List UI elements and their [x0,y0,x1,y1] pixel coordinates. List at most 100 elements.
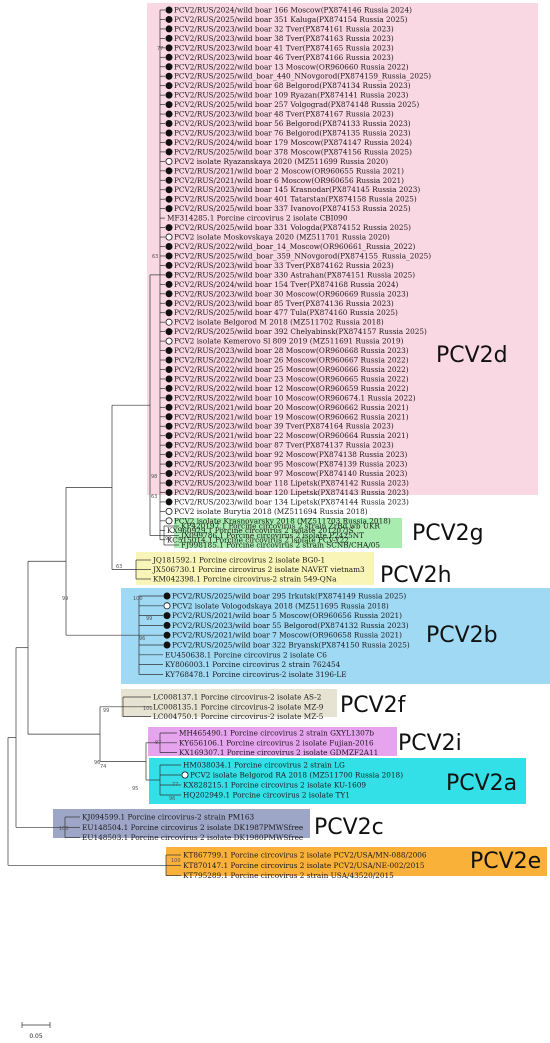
bootstrap-value: 100 [59,826,69,832]
leaf-label: PCV2/RUS/2023/wild boar 32 Tver(PX874161… [174,24,394,33]
wild-boar-sample-marker [165,148,173,156]
wild-boar-sample-marker [165,488,173,496]
leaf-label: KT795289.1 Porcine circovirus 2 strain U… [183,871,394,880]
leaf-label: PCV2 isolate Moskovskaya 2020 (MZ511701 … [174,233,390,242]
tree-branches [7,9,181,876]
wild-boar-sample-marker [165,441,173,449]
leaf-label: EU450638.1 Porcine circovirus 2 isolate … [165,650,327,659]
wild-boar-sample-marker [165,290,173,298]
reference-isolate-marker [181,771,189,779]
scale-bar: 0.05 [21,1022,51,1040]
bootstrap-value: 99 [103,708,109,714]
leaf-label: PCV2 isolate Belgorod RA 2018 (MZ511700 … [190,771,403,780]
leaf-label: PCV2/RUS/2025/wild boar 109 Ryazan(PX874… [174,91,408,100]
wild-boar-sample-marker [165,53,173,61]
leaf-label: PCV2/RUS/2022/wild boar 26 Moscow(OR9606… [174,356,409,365]
leaf-label: PCV2/RUS/2023/wild boar 56 Belgorod(PX87… [174,119,411,128]
leaf-label: KY768478.1 Porcine circovirus-2 isolate … [165,670,347,679]
leaf-label: PCV2/RUS/2023/wild boar 145 Krasnodar(PX… [174,185,420,194]
wild-boar-sample-marker [165,242,173,250]
bootstrap-value: 74 [100,764,106,770]
clade-labels: PCV2d PCV2g PCV2h PCV2b PCV2f PCV2i PCV2a PCV2c… [314,343,541,874]
leaf-label: PCV2/RUS/2023/wild boar 134 Lipetsk(PX87… [174,497,409,506]
bootstrap-value: 63 [116,564,122,570]
wild-boar-sample-marker [165,252,173,260]
clade-label-pcv2a: PCV2a [446,771,517,796]
clade-label-pcv2c: PCV2c [314,815,384,840]
leaf-label: PCV2/RUS/2023/wild boar 30 Moscow(OR9606… [174,289,409,298]
clade-pcv2b [121,588,550,684]
leaf-label: LC008137.1 Porcine circovirus-2 isolate … [153,693,321,702]
leaf-label: PCV2/RUS/2022/wild_boar_14_Moscow(OR9606… [174,242,415,251]
clade-pcv2a [149,758,526,804]
leaf-label: PCV2/RUS/2023/wild boar 97 Moscow(PX8741… [174,469,407,478]
wild-boar-sample-marker [165,261,173,269]
leaf-label: PCV2/RUS/2022/wild boar 23 Moscow(OR9606… [174,374,409,383]
scale-bar-label: 0.05 [29,1033,43,1040]
wild-boar-sample-marker [165,176,173,184]
wild-boar-sample-marker [165,479,173,487]
wild-boar-sample-marker [165,72,173,80]
clade-pcv2i [148,727,397,756]
clade-pcv2g [174,518,402,548]
bootstrap-value: 100 [171,858,181,864]
leaf-label: PCV2/RUS/2023/wild boar 120 Lipetsk(PX87… [174,488,409,497]
wild-boar-sample-marker [165,15,173,23]
leaf-label: PCV2/RUS/2023/wild boar 33 Tver(PX874162… [174,261,394,270]
wild-boar-sample-marker [165,432,173,440]
leaf-label: HQ202949.1 Porcine circovirus 2 isolate … [183,791,350,800]
clade-backgrounds [53,3,550,876]
leaf-label: PCV2/RUS/2023/wild boar 38 Tver(PX874163… [174,34,394,43]
wild-boar-sample-marker [163,631,171,639]
leaf-label: PCV2/RUS/2025/wild boar 322 Bryansk(PX87… [172,641,410,650]
leaf-label: PCV2/RUS/2021/wild boar 20 Moscow(OR9606… [174,403,409,412]
bootstrap-value: 95 [132,786,138,792]
reference-isolate-marker [165,157,173,165]
leaf-label: PCV2/RUS/2023/wild boar 76 Belgorod(PX87… [174,128,411,137]
bootstrap-value: 63 [151,494,157,500]
wild-boar-sample-marker [165,129,173,137]
wild-boar-sample-marker [165,422,173,430]
wild-boar-sample-marker [165,82,173,90]
reference-isolate-marker [165,517,173,525]
wild-boar-sample-marker [165,384,173,392]
clade-pcv2e [166,847,547,876]
leaf-label: PCV2/RUS/2024/wild boar 166 Moscow(PX874… [174,6,412,15]
bootstrap-value: 97 [155,740,161,746]
leaf-label: PCV2/RUS/2021/wild boar 7 Moscow(OR96065… [172,631,402,640]
leaf-label: KX828215.1 Porcine circovirus 2 isolate … [183,781,366,790]
leaf-label: JX099786.1 Porcine circovirus 2 isolate … [180,531,364,540]
leaf-label: JQ181592.1 Porcine circovirus 2 isolate … [152,556,325,565]
wild-boar-sample-marker [165,224,173,232]
clade-background-pcv2h [136,552,374,585]
leaf-label: PCV2/RUS/2025/wild boar 257 Volgograd(PX… [174,100,419,109]
leaf-label: KX960929.1 Porcine circovirus 2 isolate … [167,526,354,535]
leaf-label: PCV2/RUS/2025/wild boar 337 Ivanovo(PX87… [174,204,411,213]
clade-background-pcv2f [121,689,337,717]
clade-pcv2d [147,3,538,495]
wild-boar-sample-marker [165,498,173,506]
bootstrap-value: 100 [133,596,143,602]
bootstrap-value: 99 [146,616,152,622]
leaf-label: PCV2/RUS/2021/wild boar 19 Moscow(OR9606… [174,412,409,421]
wild-boar-sample-marker [165,186,173,194]
leaf-label: KM042398.1 Porcine circovirus-2 strain 5… [153,575,337,584]
bootstrap-value: 98 [151,474,157,480]
wild-boar-sample-marker [165,271,173,279]
leaf-label: KT867799.1 Porcine circovirus 2 isolate … [183,851,427,860]
sample-markers [163,6,189,779]
leaf-label: PCV2/RUS/2021/wild boar 2 Moscow(OR96065… [174,166,404,175]
leaf-label: PCV2/RUS/2023/wild boar 46 Tver(PX874166… [174,53,394,62]
leaf-label: EU148503.1 Porcine circovirus 2 isolate … [82,833,303,842]
clade-background-pcv2d [147,3,538,495]
leaf-label: KT870147.1 Porcine circovirus 2 isolate … [183,861,425,870]
clade-pcv2c [53,809,310,838]
leaf-label: PCV2/RUS/2025/wild boar 401 Tatarstan(PX… [174,195,417,204]
leaf-label: FJ998185.1 Porcine circovirus 2 strain S… [181,541,380,550]
clade-background-pcv2a [149,758,526,804]
wild-boar-sample-marker [165,34,173,42]
clade-background-pcv2i [148,727,397,756]
leaf-label: PCV2/RUS/2022/wild boar 12 Moscow(OR9606… [174,384,409,393]
clade-pcv2h [136,552,374,585]
